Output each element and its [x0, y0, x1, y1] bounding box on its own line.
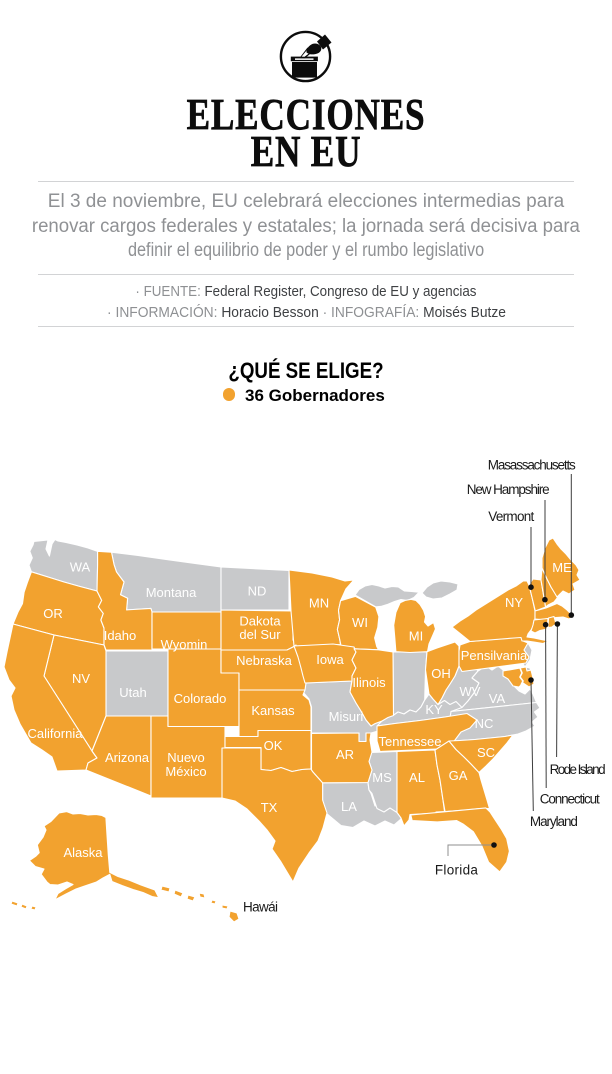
svg-text:Masassachusetts: Masassachusetts: [488, 458, 576, 473]
svg-text:LA: LA: [341, 799, 357, 814]
svg-text:KY: KY: [425, 702, 443, 717]
svg-text:GA: GA: [449, 768, 468, 783]
svg-text:WI: WI: [352, 615, 368, 630]
svg-text:AR: AR: [336, 747, 354, 762]
svg-text:ME: ME: [552, 560, 572, 575]
svg-text:Nebraska: Nebraska: [236, 653, 292, 668]
svg-text:Nuevo: Nuevo: [167, 750, 205, 765]
svg-text:Hawái: Hawái: [243, 900, 278, 915]
svg-text:VA: VA: [489, 691, 506, 706]
svg-text:México: México: [165, 764, 206, 779]
svg-text:del Sur: del Sur: [239, 627, 281, 642]
svg-text:Colorado: Colorado: [174, 691, 227, 706]
svg-text:AL: AL: [409, 770, 425, 785]
svg-text:Ilinois: Ilinois: [352, 675, 386, 690]
svg-text:Idaho: Idaho: [104, 628, 137, 643]
svg-text:OH: OH: [431, 666, 451, 681]
svg-text:MN: MN: [309, 596, 329, 611]
svg-text:MI: MI: [409, 629, 423, 644]
svg-text:OK: OK: [264, 738, 283, 753]
svg-text:Dakota: Dakota: [239, 614, 281, 629]
svg-text:NY: NY: [505, 595, 523, 610]
svg-text:NC: NC: [475, 716, 494, 731]
svg-text:Wyomin: Wyomin: [161, 637, 208, 652]
svg-text:Connecticut: Connecticut: [540, 791, 600, 806]
svg-text:Alaska: Alaska: [63, 845, 103, 860]
svg-text:Misuri: Misuri: [329, 709, 364, 724]
svg-text:Utah: Utah: [119, 685, 146, 700]
svg-text:NV: NV: [72, 671, 90, 686]
svg-text:MS: MS: [372, 770, 392, 785]
svg-text:Arizona: Arizona: [105, 750, 150, 765]
svg-text:Florida: Florida: [435, 863, 478, 878]
svg-text:SC: SC: [477, 745, 495, 760]
svg-text:Kansas: Kansas: [251, 703, 295, 718]
svg-text:New Hampshire: New Hampshire: [467, 482, 550, 497]
svg-text:WV: WV: [460, 684, 481, 699]
svg-text:Pensilvania: Pensilvania: [461, 648, 528, 663]
svg-text:Maryland: Maryland: [530, 814, 578, 829]
svg-text:WA: WA: [70, 560, 91, 575]
svg-text:Rode Island: Rode Island: [550, 762, 606, 777]
svg-text:TX: TX: [261, 800, 278, 815]
svg-text:Iowa: Iowa: [316, 652, 344, 667]
svg-text:California: California: [28, 726, 84, 741]
svg-text:Tennessee: Tennessee: [379, 734, 442, 749]
svg-text:ND: ND: [248, 584, 267, 599]
svg-text:Vermont: Vermont: [488, 509, 534, 524]
svg-text:Montana: Montana: [146, 585, 197, 600]
svg-text:OR: OR: [43, 606, 63, 621]
